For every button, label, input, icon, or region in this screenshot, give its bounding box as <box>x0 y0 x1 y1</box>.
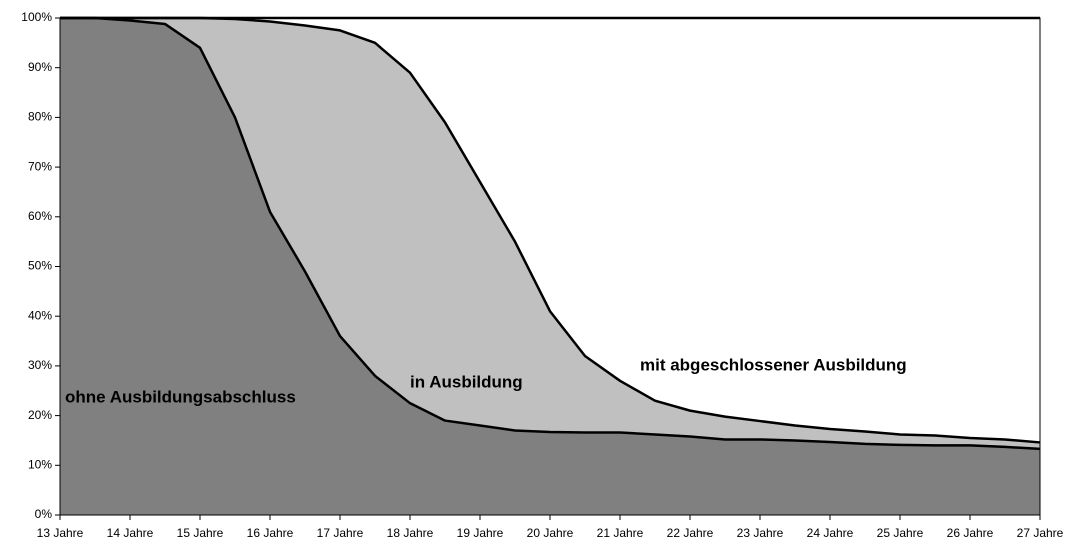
x-tick-label: 19 Jahre <box>457 526 504 540</box>
y-tick-label: 30% <box>28 358 52 372</box>
series-label: ohne Ausbildungsabschluss <box>65 387 296 406</box>
x-tick-label: 20 Jahre <box>527 526 574 540</box>
x-tick-label: 18 Jahre <box>387 526 434 540</box>
x-tick-label: 15 Jahre <box>177 526 224 540</box>
y-tick-label: 90% <box>28 60 52 74</box>
area <box>60 18 1040 443</box>
area-edge <box>60 16 1041 451</box>
x-tick-label: 22 Jahre <box>667 526 714 540</box>
x-tick-label: 16 Jahre <box>247 526 294 540</box>
x-tick-label: 21 Jahre <box>597 526 644 540</box>
series-label: in Ausbildung <box>410 372 523 391</box>
y-tick-label: 50% <box>28 259 52 273</box>
y-tick-label: 60% <box>28 209 52 223</box>
x-tick-label: 17 Jahre <box>317 526 364 540</box>
y-tick-label: 20% <box>28 408 52 422</box>
y-tick-label: 100% <box>21 10 52 24</box>
y-tick-label: 0% <box>35 507 53 521</box>
y-tick-label: 40% <box>28 308 52 322</box>
x-tick-label: 26 Jahre <box>947 526 994 540</box>
x-tick-label: 27 Jahre <box>1017 526 1064 540</box>
y-tick-label: 10% <box>28 457 52 471</box>
x-tick-label: 13 Jahre <box>37 526 84 540</box>
x-tick-label: 23 Jahre <box>737 526 784 540</box>
x-tick-label: 25 Jahre <box>877 526 924 540</box>
series-label: mit abgeschlossener Ausbildung <box>640 355 907 374</box>
x-tick-label: 24 Jahre <box>807 526 854 540</box>
x-tick-label: 14 Jahre <box>107 526 154 540</box>
y-tick-label: 80% <box>28 110 52 124</box>
y-tick-label: 70% <box>28 159 52 173</box>
area <box>60 18 1040 515</box>
area <box>60 18 1040 449</box>
